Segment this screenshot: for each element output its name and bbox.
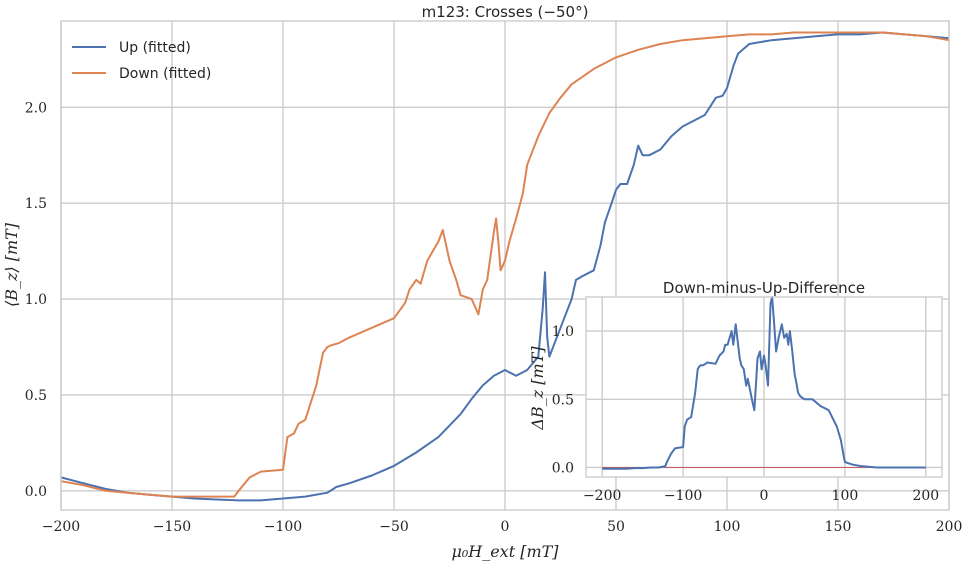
main-x-tick-label: 200 [936,519,963,535]
main-y-tick-label: 1.5 [25,196,47,212]
legend-entry-label: Up (fitted) [119,40,191,56]
main-plot-lines [60,31,950,502]
main-y-axis-label: ⟨B_z⟩ [mT] [2,222,21,307]
main-x-tick-label: −200 [42,519,80,535]
inset-x-tick-label: −100 [664,488,702,504]
inset-x-tick-label: −200 [583,488,621,504]
main-series-line-up-fitted [60,31,950,502]
main-x-tick-label: −50 [379,519,409,535]
inset-x-tick-label: 100 [832,488,859,504]
inset-chart-title: Down-minus-Up-Difference [663,279,865,297]
main-y-tick-label: 1.0 [25,292,47,308]
inset-y-axis-label: ΔB_z [mT] [528,346,547,431]
inset-y-tick-label: 0.0 [552,460,574,476]
legend: Up (fitted) Down (fitted) [72,40,211,82]
main-x-tick-label: 100 [714,519,741,535]
inset-plot-lines [602,296,926,470]
legend-entry-label: Down (fitted) [119,66,211,82]
main-y-tick-label: 0.0 [25,484,47,500]
inset-y-tick-label: 1.0 [552,324,574,340]
main-y-tick-label: 2.0 [25,100,47,116]
inset-series-line-0 [602,296,926,470]
inset-y-tick-label: 0.5 [552,392,574,408]
main-x-tick-label: −100 [264,519,302,535]
main-x-tick-label: 0 [501,519,510,535]
main-plot-frame [60,20,950,511]
main-tick-labels: −200 −150 −100 −50 0 50 100 150 200 0.0 0.5 1.0 1.5 2… [25,100,963,535]
inset-plot-frame [585,296,943,478]
inset-tick-labels: −200 −100 0 100 200 0.0 0.5 1.0 [552,324,939,504]
main-x-tick-label: 50 [607,519,625,535]
main-x-tick-label: 150 [825,519,852,535]
main-series-line-down-fitted [60,31,950,498]
inset-x-tick-label: 0 [760,488,769,504]
inset-x-tick-label: 200 [912,488,939,504]
main-x-tick-label: −150 [153,519,191,535]
main-y-tick-label: 0.5 [25,388,47,404]
main-x-axis-label: μ₀H_ext [mT] [451,542,559,561]
main-chart-title: m123: Crosses (−50°) [422,3,589,21]
